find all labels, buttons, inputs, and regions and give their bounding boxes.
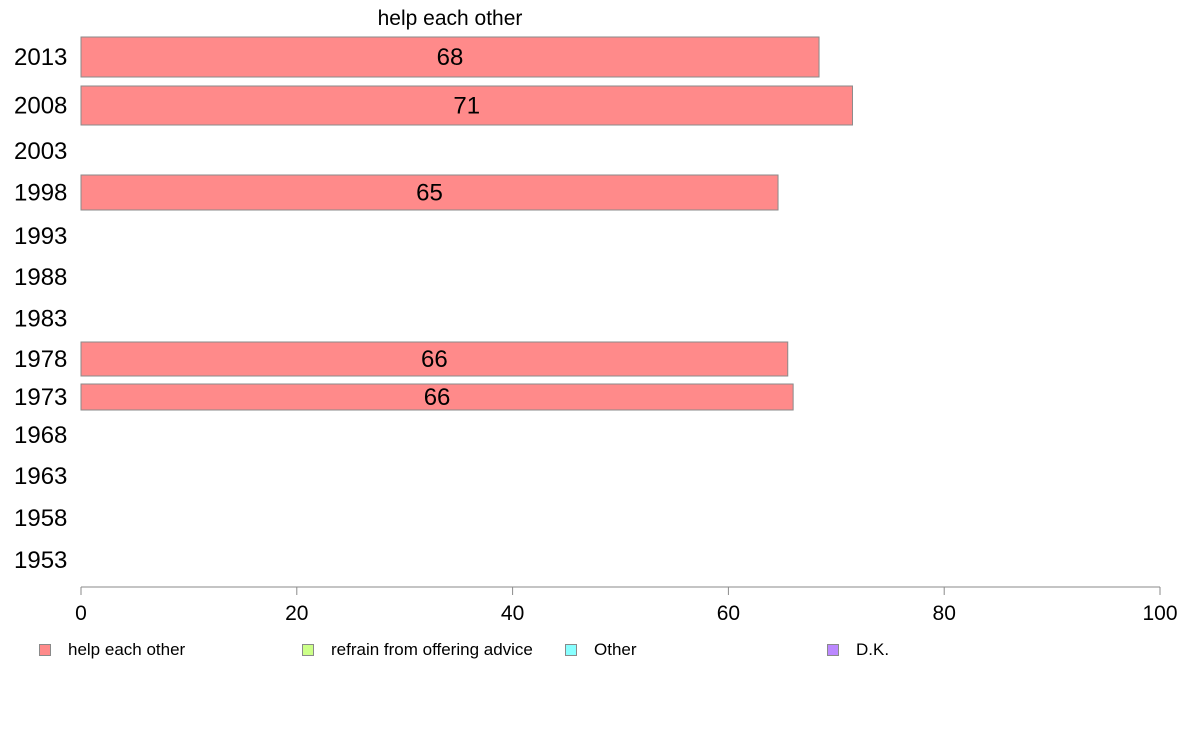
y-tick-label: 1973 <box>14 384 67 411</box>
bar-value-label: 66 <box>424 384 451 411</box>
chart-title: help each other <box>378 7 523 30</box>
bar-value-label: 68 <box>437 44 464 71</box>
x-axis: 0 20 40 60 80 100 <box>75 586 1178 625</box>
bar-value-label: 66 <box>421 346 448 373</box>
bar <box>80 85 853 126</box>
x-tick-label: 80 <box>933 602 956 625</box>
bars <box>80 36 853 411</box>
x-tick-label: 0 <box>75 602 87 625</box>
bar-value-labels: 68 71 65 66 66 <box>416 44 480 411</box>
y-tick-label: 2008 <box>14 93 67 120</box>
y-tick-label: 1968 <box>14 422 67 449</box>
x-tick-label: 100 <box>1142 602 1177 625</box>
y-tick-label: 1988 <box>14 264 67 291</box>
y-tick-label: 1978 <box>14 346 67 373</box>
y-axis-labels: 2013 2008 2003 1998 1993 1988 1983 1978 1973 1968… <box>14 44 67 574</box>
y-tick-label: 2013 <box>14 44 67 71</box>
x-tick-label: 40 <box>501 602 524 625</box>
bar <box>80 174 779 211</box>
bar-value-label: 71 <box>453 93 480 120</box>
bar-value-label: 65 <box>416 180 443 207</box>
bar <box>80 36 820 78</box>
bar <box>80 341 789 377</box>
y-tick-label: 1963 <box>14 463 67 490</box>
y-tick-label: 2003 <box>14 138 67 165</box>
y-tick-label: 1993 <box>14 223 67 250</box>
x-tick-label: 20 <box>285 602 308 625</box>
x-tick-label: 60 <box>717 602 740 625</box>
bar <box>80 383 794 411</box>
y-tick-label: 1983 <box>14 306 67 333</box>
y-tick-label: 1998 <box>14 180 67 207</box>
y-tick-label: 1953 <box>14 547 67 574</box>
y-tick-label: 1958 <box>14 505 67 532</box>
